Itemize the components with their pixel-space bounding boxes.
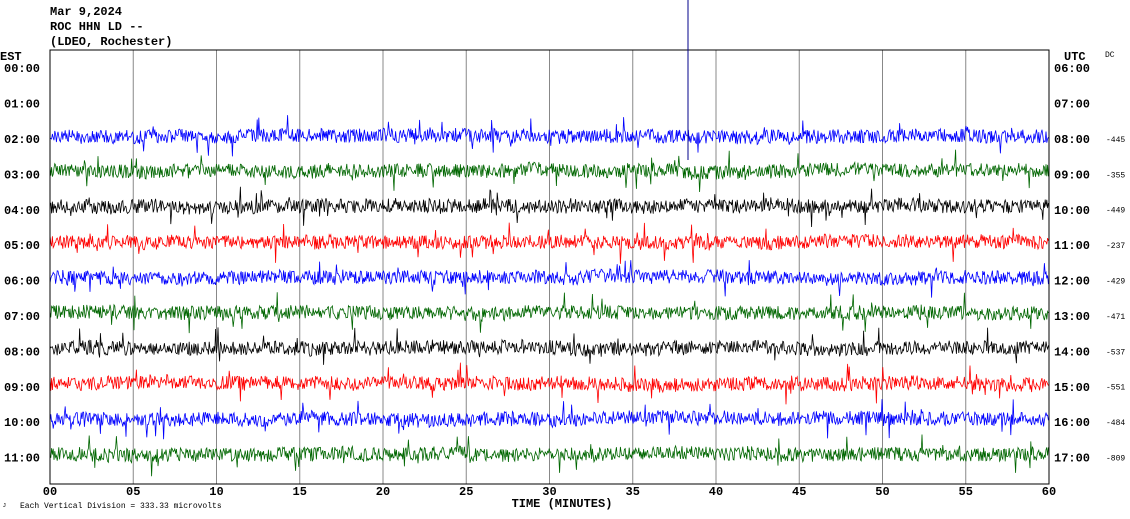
seismic-trace [49, 292, 1049, 334]
x-tick-label: 60 [1042, 485, 1056, 499]
header-line: (LDEO, Rochester) [50, 35, 172, 49]
dc-title: DC [1105, 51, 1115, 60]
x-tick-label: 20 [376, 485, 390, 499]
plot-frame [49, 49, 1050, 485]
left-time-label: 08:00 [4, 345, 40, 359]
x-tick-label: 50 [875, 485, 889, 499]
x-axis-title: TIME (MINUTES) [512, 497, 613, 511]
dc-value: -484 [1106, 419, 1125, 428]
right-time-label: 15:00 [1054, 381, 1090, 395]
left-time-label: 03:00 [4, 168, 40, 182]
dc-value: -537 [1106, 348, 1125, 357]
x-tick-label: 30 [542, 485, 556, 499]
seismic-trace [49, 186, 1049, 228]
right-time-label: 08:00 [1054, 133, 1090, 147]
x-tick-label: 55 [959, 485, 973, 499]
left-time-label: 10:00 [4, 416, 40, 430]
x-tick-label: 40 [709, 485, 723, 499]
x-tick-label: 15 [293, 485, 307, 499]
seismic-trace [49, 434, 1049, 477]
right-time-label: 17:00 [1054, 452, 1090, 466]
x-tick-label: 35 [626, 485, 640, 499]
x-tick-label: 25 [459, 485, 473, 499]
left-time-label: 05:00 [4, 239, 40, 253]
dc-value: -445 [1106, 136, 1125, 145]
dc-value: -429 [1106, 278, 1125, 287]
seismic-trace [49, 222, 1049, 264]
right-time-label: 11:00 [1054, 239, 1090, 253]
right-time-label: 13:00 [1054, 310, 1090, 324]
x-tick-label: 45 [792, 485, 806, 499]
dc-value: -355 [1106, 171, 1125, 180]
right-time-label: 14:00 [1054, 345, 1090, 359]
seismic-trace [49, 260, 1049, 298]
left-time-label: 00:00 [4, 62, 40, 76]
right-time-label: 12:00 [1054, 275, 1090, 289]
header-line: Mar 9,2024 [50, 5, 122, 19]
left-axis-title: EST [0, 50, 22, 64]
traces [49, 115, 1049, 477]
right-time-label: 16:00 [1054, 416, 1090, 430]
left-time-label: 02:00 [4, 133, 40, 147]
left-time-label: 09:00 [4, 381, 40, 395]
x-tick-label: 05 [126, 485, 140, 499]
right-axis-title: UTC [1064, 50, 1086, 64]
footnote-icon: ᴶ [2, 503, 7, 512]
left-time-label: 06:00 [4, 275, 40, 289]
x-tick-label: 10 [209, 485, 223, 499]
right-time-label: 07:00 [1054, 98, 1090, 112]
left-time-label: 04:00 [4, 204, 40, 218]
seismic-trace [49, 399, 1049, 440]
right-time-label: 09:00 [1054, 168, 1090, 182]
right-time-label: 10:00 [1054, 204, 1090, 218]
left-time-label: 01:00 [4, 98, 40, 112]
labels: 00 05 10 15 20 25 30 35 40 45 50 55 60 00:00 06:00 01:0… [4, 62, 1125, 499]
footnote: Each Vertical Division = 333.33 microvol… [20, 502, 222, 511]
x-tick-label: 00 [43, 485, 57, 499]
dc-value: -449 [1106, 207, 1125, 216]
seismic-trace [49, 362, 1049, 405]
dc-value: -551 [1106, 384, 1125, 393]
dc-value: -237 [1106, 242, 1125, 251]
left-time-label: 11:00 [4, 452, 40, 466]
dc-value: -809 [1106, 455, 1125, 464]
dc-value: -471 [1106, 313, 1125, 322]
right-time-label: 06:00 [1054, 62, 1090, 76]
seismic-trace [49, 327, 1049, 365]
seismic-trace [49, 115, 1049, 157]
seismic-trace [49, 149, 1049, 193]
header-line: ROC HHN LD -- [50, 20, 144, 34]
left-time-label: 07:00 [4, 310, 40, 324]
